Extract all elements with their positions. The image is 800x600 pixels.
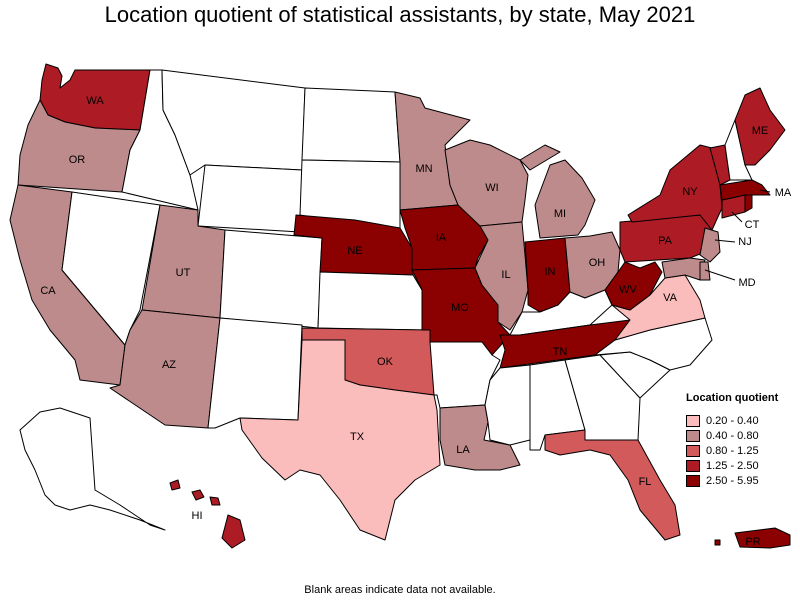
state-fl[interactable] xyxy=(544,429,681,541)
label-wi: WI xyxy=(485,182,498,194)
state-nj[interactable] xyxy=(699,227,721,263)
state-wi[interactable] xyxy=(444,139,529,227)
legend-label: 1.25 - 2.50 xyxy=(706,459,759,472)
label-nj: NJ xyxy=(738,236,751,248)
footnote: Blank areas indicate data not available. xyxy=(304,584,496,596)
label-in: IN xyxy=(545,266,556,278)
label-hi: HI xyxy=(192,510,203,522)
label-ne: NE xyxy=(347,245,362,257)
state-ri[interactable] xyxy=(744,194,753,213)
label-ut: UT xyxy=(176,267,191,279)
label-mi: MI xyxy=(554,208,566,220)
label-az: AZ xyxy=(162,359,176,371)
label-tn: TN xyxy=(553,346,568,358)
legend-swatch xyxy=(686,444,700,457)
legend-label: 0.80 - 1.25 xyxy=(706,444,759,457)
legend-swatch xyxy=(686,459,700,472)
label-wv: WV xyxy=(619,284,637,296)
legend-swatch xyxy=(686,474,700,487)
state-nm[interactable] xyxy=(207,317,303,429)
label-pa: PA xyxy=(658,235,673,247)
label-mo: MO xyxy=(451,302,469,314)
legend-swatch xyxy=(686,429,700,442)
legend-item: 2.50 - 5.95 xyxy=(686,473,798,488)
label-mn: MN xyxy=(415,163,432,175)
label-ny: NY xyxy=(682,186,698,198)
label-ca: CA xyxy=(40,285,56,297)
state-wv[interactable] xyxy=(604,261,663,311)
state-mi[interactable] xyxy=(519,144,596,239)
state-nh[interactable] xyxy=(724,119,753,181)
state-ma[interactable] xyxy=(719,179,771,201)
label-il: IL xyxy=(501,269,510,281)
state-ny[interactable] xyxy=(627,144,723,231)
label-va: VA xyxy=(663,292,678,304)
label-pr: PR xyxy=(745,536,760,548)
legend-item: 0.40 - 0.80 xyxy=(686,428,798,443)
state-ks[interactable] xyxy=(317,271,423,331)
label-ia: IA xyxy=(436,232,447,244)
label-oh: OH xyxy=(589,257,606,269)
map-legend: Location quotient 0.20 - 0.40 0.40 - 0.8… xyxy=(686,392,798,488)
legend-label: 0.20 - 0.40 xyxy=(706,414,759,427)
label-fl: FL xyxy=(639,476,652,488)
state-de[interactable] xyxy=(699,261,711,281)
state-me[interactable] xyxy=(734,87,786,166)
legend-title: Location quotient xyxy=(686,392,779,404)
legend-item: 0.20 - 0.40 xyxy=(686,413,798,428)
label-ok: OK xyxy=(377,356,394,368)
label-tx: TX xyxy=(350,431,365,443)
map-title: Location quotient of statistical assista… xyxy=(104,2,696,27)
legend-item: 0.80 - 1.25 xyxy=(686,443,798,458)
state-tx[interactable] xyxy=(239,339,441,541)
state-co[interactable] xyxy=(219,229,323,329)
legend-swatch xyxy=(686,414,700,427)
label-ct: CT xyxy=(745,219,760,231)
state-ak[interactable] xyxy=(19,407,166,531)
state-hi[interactable] xyxy=(169,479,246,549)
label-me: ME xyxy=(752,125,769,137)
legend-item: 1.25 - 2.50 xyxy=(686,458,798,473)
state-pr[interactable] xyxy=(714,527,791,549)
legend-label: 2.50 - 5.95 xyxy=(706,474,759,487)
label-md: MD xyxy=(738,277,755,289)
label-or: OR xyxy=(69,154,86,166)
label-leader-lines xyxy=(704,189,771,281)
label-wa: WA xyxy=(86,95,104,107)
label-la: LA xyxy=(456,444,470,456)
state-il[interactable] xyxy=(474,221,529,331)
state-wy[interactable] xyxy=(197,164,303,233)
state-nd[interactable] xyxy=(301,87,401,163)
legend-label: 0.40 - 0.80 xyxy=(706,429,759,442)
label-ma: MA xyxy=(775,187,792,199)
